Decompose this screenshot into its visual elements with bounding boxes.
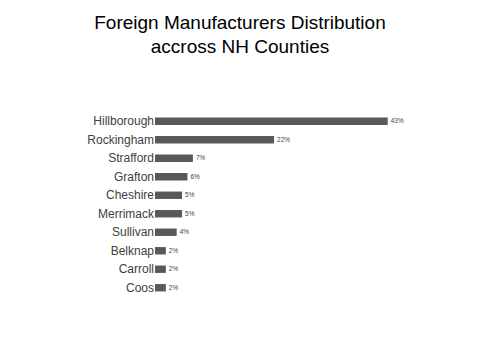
svg-text:Carroll: Carroll [119, 262, 154, 276]
svg-text:Foreign Manufacturers Distribu: Foreign Manufacturers Distributionaccros… [94, 12, 385, 58]
svg-text:Grafton: Grafton [114, 170, 154, 184]
svg-text:5%: 5% [185, 191, 195, 198]
svg-text:6%: 6% [190, 173, 200, 180]
svg-text:5%: 5% [185, 210, 195, 217]
svg-text:2%: 2% [169, 265, 179, 272]
svg-text:Belknap: Belknap [111, 244, 155, 258]
svg-text:Coos: Coos [126, 281, 154, 295]
svg-text:7%: 7% [196, 154, 206, 161]
svg-text:2%: 2% [169, 247, 179, 254]
svg-text:43%: 43% [391, 117, 404, 124]
svg-text:4%: 4% [180, 228, 190, 235]
svg-text:Hillborough: Hillborough [93, 114, 154, 128]
svg-text:Sullivan: Sullivan [112, 225, 154, 239]
svg-text:Strafford: Strafford [108, 151, 154, 165]
svg-text:2%: 2% [169, 284, 179, 291]
svg-text:Cheshire: Cheshire [106, 188, 154, 202]
svg-text:22%: 22% [277, 136, 290, 143]
svg-text:Merrimack: Merrimack [98, 207, 155, 221]
svg-text:Rockingham: Rockingham [87, 133, 154, 147]
